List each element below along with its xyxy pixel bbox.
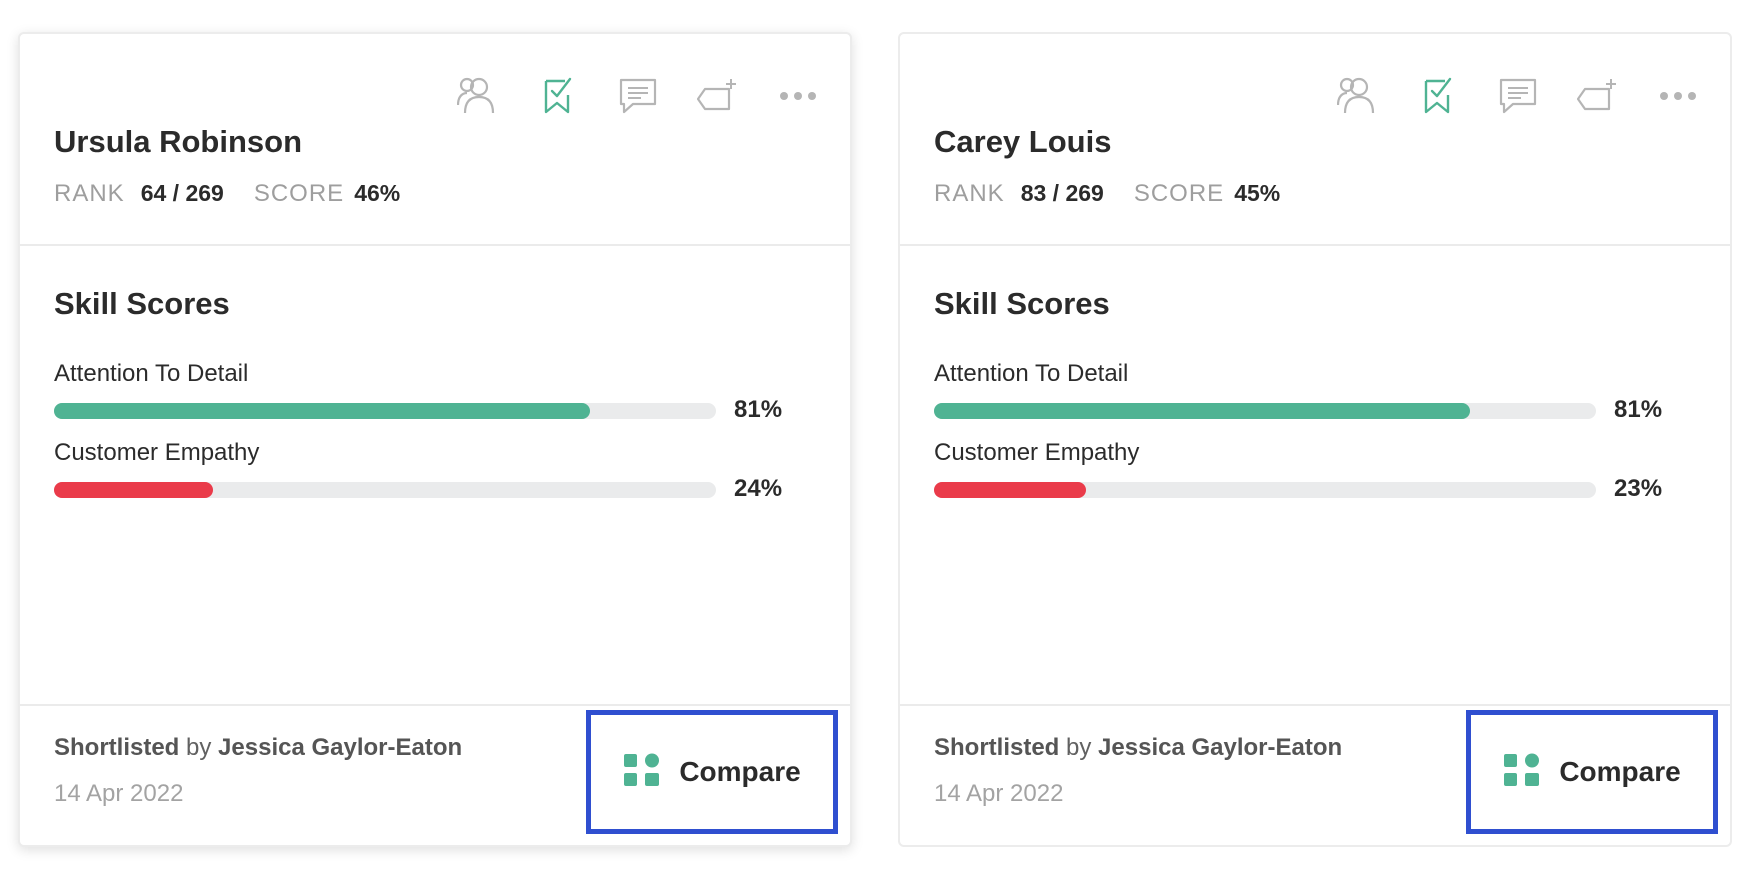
card-actions xyxy=(456,74,820,118)
skill-percent: 23% xyxy=(1614,475,1663,502)
card-footer: Shortlisted by Jessica Gaylor-Eaton 14 A… xyxy=(900,706,1730,845)
more-icon[interactable] xyxy=(1656,74,1700,118)
card-header: Ursula Robinson RANK 64 / 269 SCORE 46% xyxy=(20,34,850,246)
skills-title: Skill Scores xyxy=(54,286,230,321)
shortlisted-by: Jessica Gaylor-Eaton xyxy=(1098,734,1343,761)
compare-label: Compare xyxy=(1559,756,1681,787)
skill-bar-track xyxy=(934,482,1596,498)
skill-bar-track xyxy=(54,482,716,498)
skill-row: Attention To Detail 81% xyxy=(54,360,814,423)
compare-icon xyxy=(1503,753,1541,792)
shortlisted-label: Shortlisted xyxy=(54,734,180,761)
skill-percent: 81% xyxy=(734,396,783,423)
shortlisted-by: Jessica Gaylor-Eaton xyxy=(218,734,463,761)
skill-row: Customer Empathy 24% xyxy=(54,439,814,502)
bookmark-check-icon[interactable] xyxy=(536,74,580,118)
score-label: SCORE xyxy=(1133,180,1225,207)
compare-button[interactable]: Compare xyxy=(586,710,838,834)
skill-bar-fill xyxy=(934,482,1087,498)
card-actions xyxy=(1336,74,1700,118)
card-header: Carey Louis RANK 83 / 269 SCORE 45% xyxy=(900,34,1730,246)
users-icon[interactable] xyxy=(456,74,500,118)
comment-icon[interactable] xyxy=(1496,74,1540,118)
skill-label: Attention To Detail xyxy=(54,360,249,387)
shortlisted-date: 14 Apr 2022 xyxy=(934,780,1064,807)
shortlisted-date: 14 Apr 2022 xyxy=(54,780,184,807)
skill-bar-fill xyxy=(54,403,591,419)
skill-scores-section: Skill Scores Attention To Detail 81% Cus… xyxy=(900,246,1730,706)
users-icon[interactable] xyxy=(1336,74,1380,118)
rank-value: 64 / 269 xyxy=(140,180,224,206)
comment-icon[interactable] xyxy=(616,74,660,118)
by-label: by xyxy=(186,734,212,761)
compare-button[interactable]: Compare xyxy=(1466,710,1718,834)
rank-score: RANK 64 / 269 SCORE 46% xyxy=(54,180,430,208)
skills-title: Skill Scores xyxy=(934,286,1110,321)
rank-label: RANK xyxy=(54,180,125,207)
skill-scores-section: Skill Scores Attention To Detail 81% Cus… xyxy=(20,246,850,706)
candidate-card[interactable]: Carey Louis RANK 83 / 269 SCORE 45% Skil… xyxy=(898,32,1732,847)
score-value: 46% xyxy=(354,180,401,206)
rank-score: RANK 83 / 269 SCORE 45% xyxy=(934,180,1310,208)
skill-bar-fill xyxy=(54,482,213,498)
rank-value: 83 / 269 xyxy=(1020,180,1104,206)
skill-bar-track xyxy=(934,403,1596,419)
skill-percent: 24% xyxy=(734,475,783,502)
skill-label: Customer Empathy xyxy=(54,439,260,466)
candidate-name[interactable]: Ursula Robinson xyxy=(54,124,303,159)
candidate-card[interactable]: Ursula Robinson RANK 64 / 269 SCORE 46% … xyxy=(18,32,852,847)
skill-bar-track xyxy=(54,403,716,419)
skill-row: Attention To Detail 81% xyxy=(934,360,1694,423)
score-value: 45% xyxy=(1234,180,1281,206)
card-footer: Shortlisted by Jessica Gaylor-Eaton 14 A… xyxy=(20,706,850,845)
candidate-name[interactable]: Carey Louis xyxy=(934,124,1112,159)
tag-add-icon[interactable] xyxy=(696,74,740,118)
by-label: by xyxy=(1066,734,1092,761)
more-icon[interactable] xyxy=(776,74,820,118)
tag-add-icon[interactable] xyxy=(1576,74,1620,118)
skill-bar-fill xyxy=(934,403,1471,419)
shortlisted-label: Shortlisted xyxy=(934,734,1060,761)
skill-label: Customer Empathy xyxy=(934,439,1140,466)
bookmark-check-icon[interactable] xyxy=(1416,74,1460,118)
score-label: SCORE xyxy=(253,180,345,207)
shortlisted-info: Shortlisted by Jessica Gaylor-Eaton xyxy=(934,734,1342,762)
compare-label: Compare xyxy=(679,756,801,787)
compare-icon xyxy=(623,753,661,792)
shortlisted-info: Shortlisted by Jessica Gaylor-Eaton xyxy=(54,734,462,762)
skill-row: Customer Empathy 23% xyxy=(934,439,1694,502)
rank-label: RANK xyxy=(934,180,1005,207)
skill-percent: 81% xyxy=(1614,396,1663,423)
skill-label: Attention To Detail xyxy=(934,360,1129,387)
